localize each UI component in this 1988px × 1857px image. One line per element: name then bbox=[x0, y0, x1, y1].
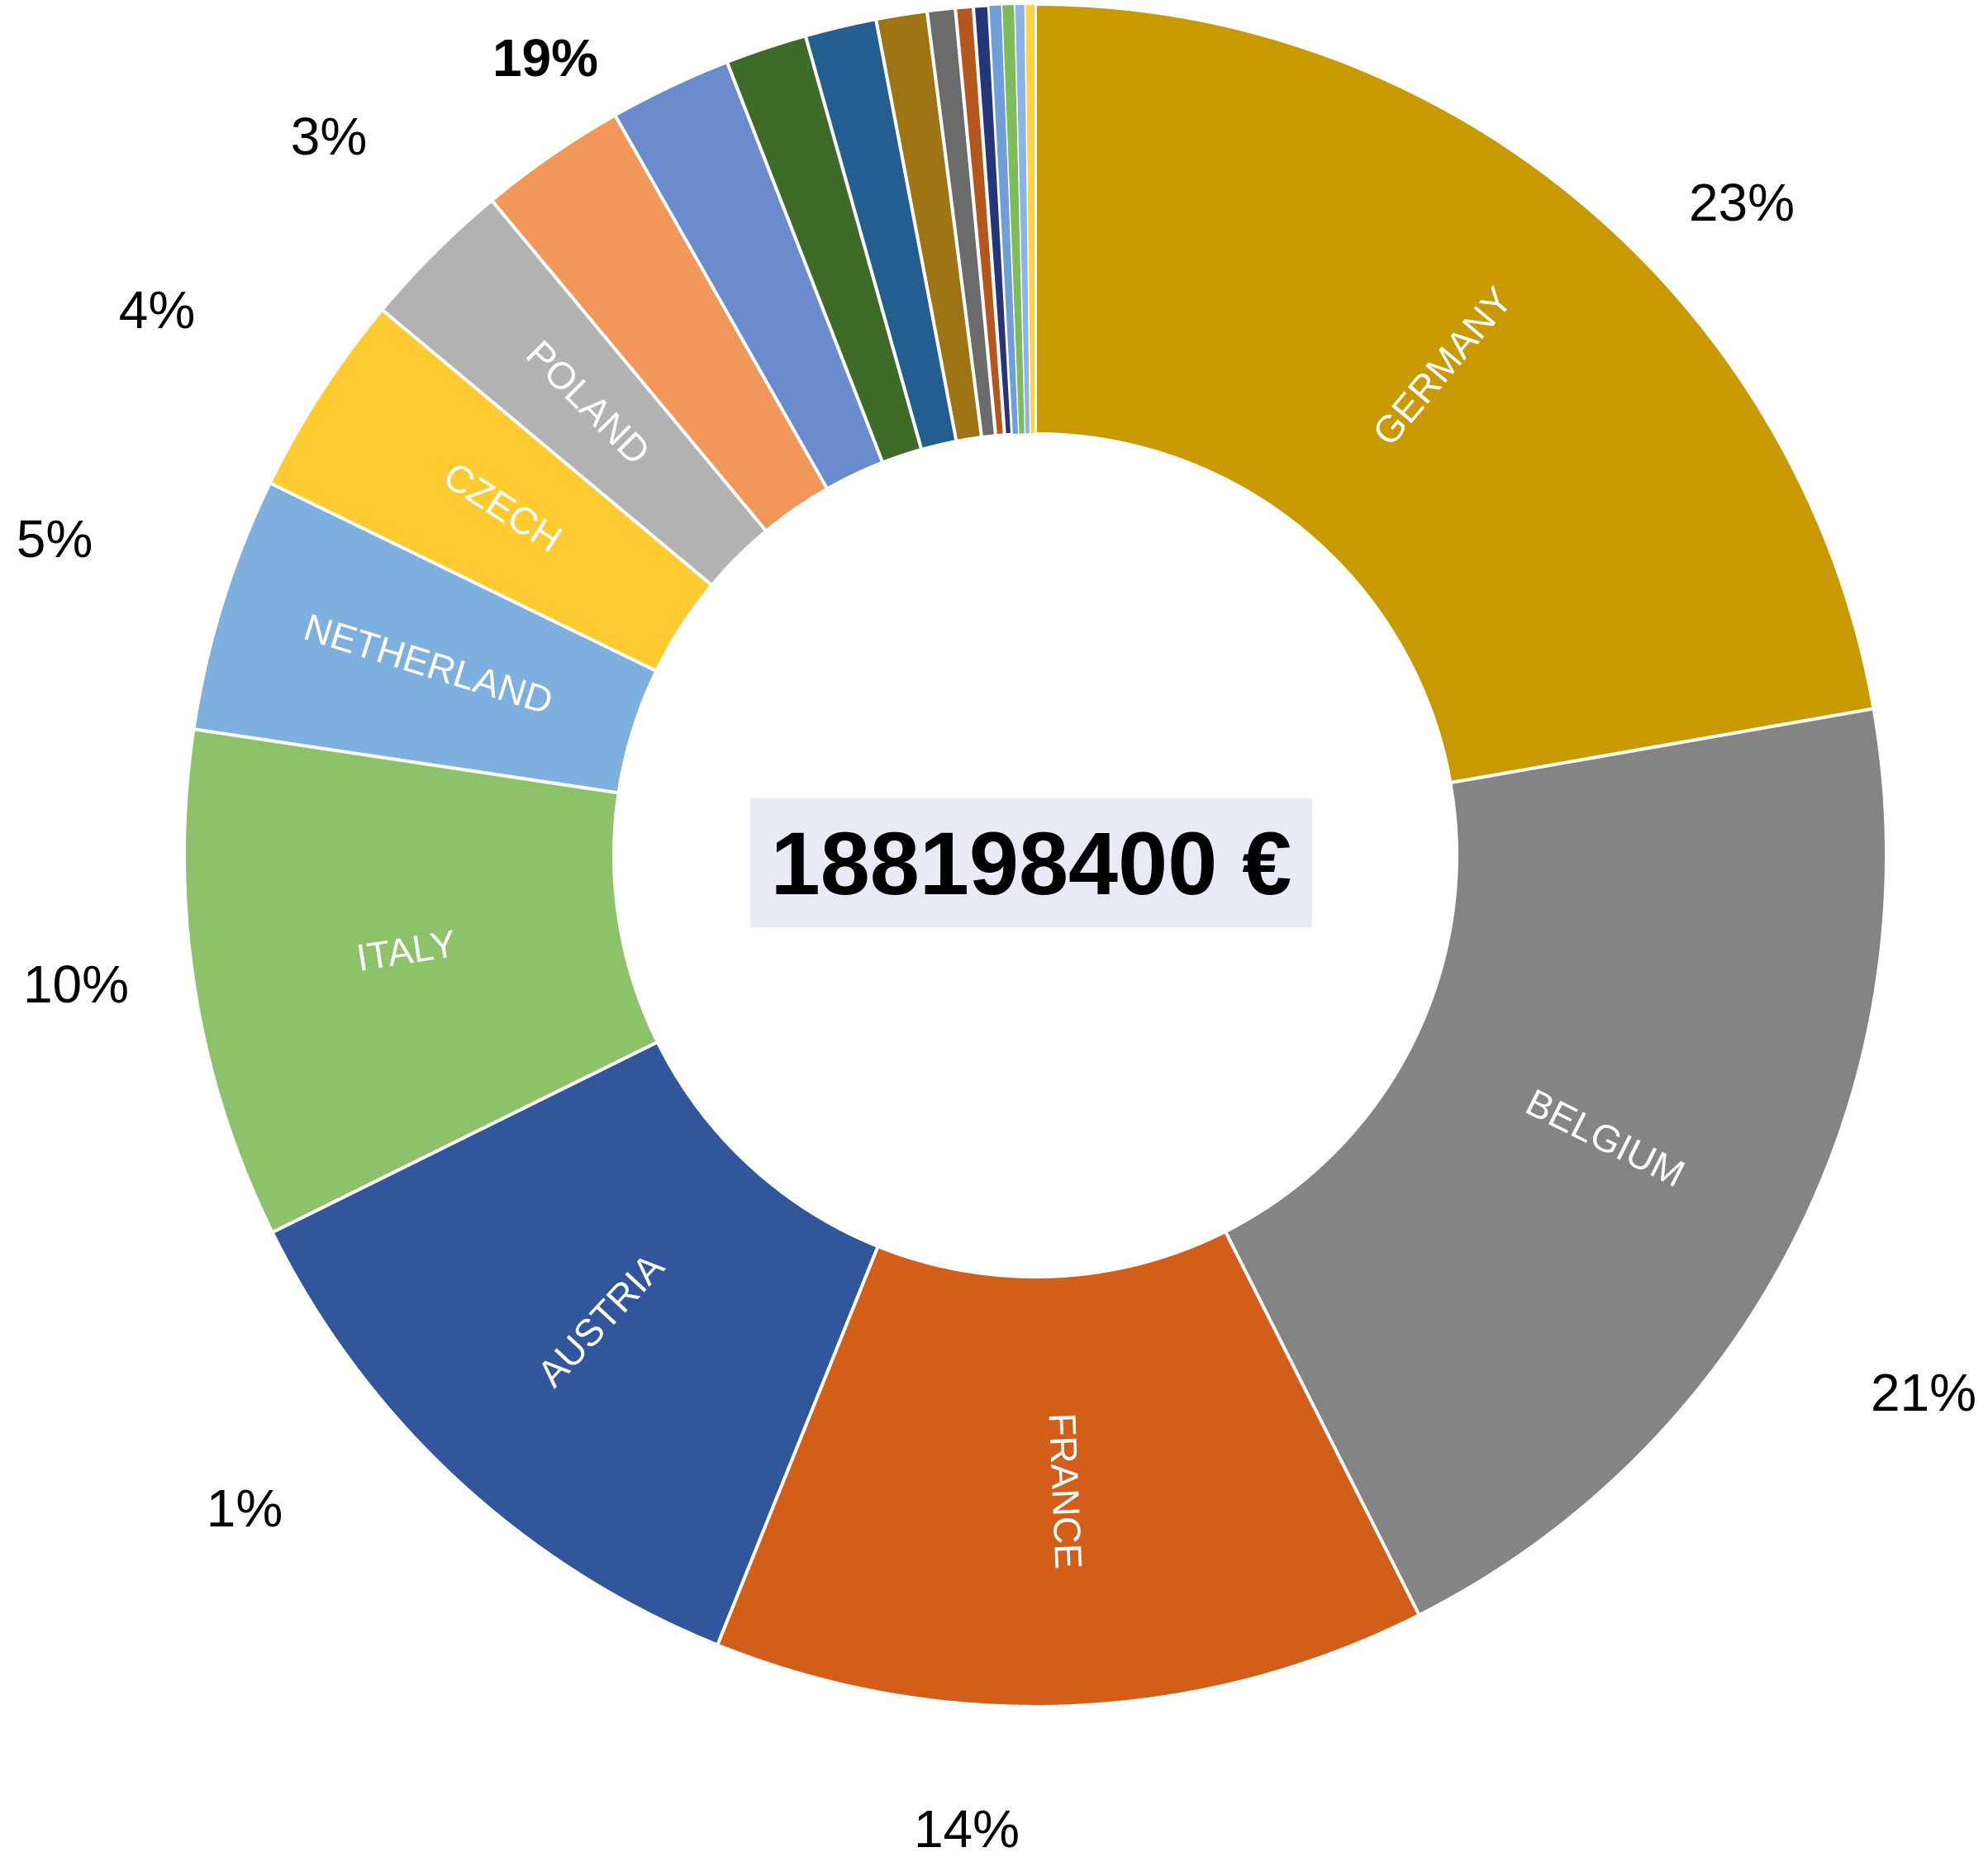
percent-labels-layer: 23% 21% 14% 1% 10% 5% 4% 3% 19% bbox=[17, 28, 1976, 1857]
donut-slice-italy bbox=[183, 726, 660, 1235]
percent-label: 4% bbox=[119, 280, 196, 340]
percent-label: 21% bbox=[1871, 1363, 1976, 1422]
percent-label: 14% bbox=[914, 1799, 1020, 1857]
donut-slice-france bbox=[715, 1229, 1422, 1708]
slice-label-france: FRANCE bbox=[1041, 1412, 1091, 1570]
center-total: 188198400 € bbox=[750, 798, 1312, 927]
percent-label: 23% bbox=[1689, 173, 1795, 232]
donut-slice-19 bbox=[1024, 3, 1036, 435]
percent-label: 10% bbox=[23, 955, 129, 1014]
center-total-label: 188198400 € bbox=[771, 813, 1292, 913]
percent-label: 3% bbox=[291, 107, 368, 166]
slices-layer bbox=[183, 2, 1888, 1708]
center-total-box bbox=[750, 798, 1312, 927]
donut-slice-germany bbox=[1034, 2, 1876, 785]
percent-label: 5% bbox=[17, 509, 93, 569]
donut-slice-belgium bbox=[1223, 707, 1888, 1617]
percent-label: 1% bbox=[207, 1478, 283, 1538]
percent-label: 19% bbox=[492, 28, 598, 88]
donut-slice-austria bbox=[269, 1040, 881, 1648]
